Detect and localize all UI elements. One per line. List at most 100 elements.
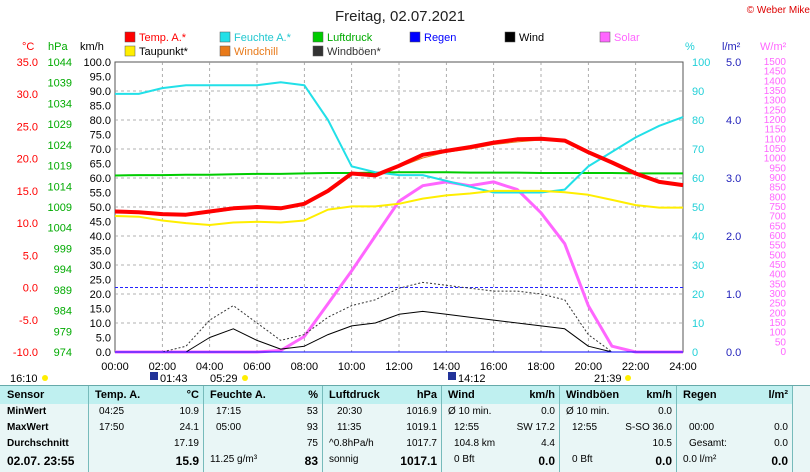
- x-axis-tick: 18:00: [527, 361, 555, 373]
- solar-axis-tick: 600: [769, 231, 786, 242]
- wind-axis-tick: 70.0: [90, 144, 111, 156]
- wind-axis-tick: 80.0: [90, 115, 111, 127]
- wind-axis-tick: 100.0: [83, 57, 111, 69]
- col-humidity: Feuchte A.% 17:15 53 05:00 93 75 11.25 g/m…: [204, 386, 322, 472]
- solar-axis-tick: 650: [769, 221, 786, 232]
- col-temp: Temp. A. °C 04:25 10.9 17:50 24.1 17.19 15.…: [89, 386, 203, 472]
- temp-avg-value: 17.19: [173, 438, 199, 449]
- solar-axis-tick: 350: [769, 279, 786, 290]
- x-axis-tick: 08:00: [291, 361, 319, 373]
- press-max-value: 1019.1: [406, 422, 437, 433]
- moonrise-icon: [150, 372, 158, 380]
- rain-header: Regen: [683, 389, 717, 401]
- rain-axis-tick: 4.0: [726, 115, 741, 127]
- x-axis-tick: 20:00: [575, 361, 603, 373]
- solar-axis-tick: 100: [769, 328, 786, 339]
- solar-axis-tick: 450: [769, 260, 786, 271]
- hum-now-value: 83: [304, 454, 318, 468]
- gust-max-time: 12:55: [572, 422, 598, 433]
- pressure-axis-tick: 989: [54, 285, 72, 297]
- humidity-axis-tick: 80: [692, 115, 704, 127]
- wind-axis-tick: 15.0: [90, 304, 111, 316]
- wind-max-time: 12:55: [454, 422, 480, 433]
- legend-swatch: [599, 31, 611, 43]
- col-pressure: Luftdruck hPa 20:30 1016.9 11:35 1019.1 ^0.…: [323, 386, 441, 472]
- solar-axis-tick: 850: [769, 183, 786, 194]
- moonset-time: 14:12: [458, 373, 486, 385]
- wind-avg10-label: Ø 10 min.: [448, 406, 492, 417]
- press-header: Luftdruck: [329, 389, 380, 401]
- solar-axis-tick: 400: [769, 270, 786, 281]
- solar-axis-tick: 1150: [764, 125, 786, 136]
- wind-axis-tick: 85.0: [90, 101, 111, 113]
- wind-header: Wind: [448, 389, 475, 401]
- sensor-header: Sensor: [7, 389, 45, 401]
- legend-label: Solar: [614, 32, 640, 44]
- solar-axis-tick: 200: [769, 308, 786, 319]
- humidity-axis-unit: %: [685, 41, 695, 53]
- hum-min-value: 53: [306, 406, 318, 417]
- temp-unit: °C: [186, 389, 199, 401]
- wind-run: 104.8 km: [454, 438, 496, 449]
- pressure-axis-tick: 994: [54, 264, 72, 276]
- hum-header: Feuchte A.: [210, 389, 266, 401]
- wind-axis-tick: 0.0: [96, 347, 111, 359]
- solar-axis-tick: 1000: [764, 154, 787, 165]
- series-luftdruck: [114, 171, 683, 177]
- row-label-min: MinWert: [7, 406, 47, 417]
- pressure-axis-unit: hPa: [48, 41, 68, 53]
- humidity-axis-tick: 70: [692, 144, 704, 156]
- press-avg-value: 1017.7: [406, 438, 437, 449]
- pressure-axis-tick: 1004: [48, 223, 72, 235]
- legend-label: Windböen*: [327, 46, 382, 58]
- rain-now-value: 0.0: [771, 454, 788, 468]
- legend-swatch: [312, 45, 324, 57]
- gust-max-value: S-SO 36.0: [625, 422, 672, 433]
- solar-axis-tick: 1500: [764, 57, 787, 68]
- legend-label: Temp. A.*: [139, 32, 187, 44]
- x-axis-tick: 22:00: [622, 361, 650, 373]
- solar-axis-tick: 1400: [764, 76, 787, 87]
- press-trend: ^0.8hPa/h: [329, 438, 374, 449]
- rain-total-label: Gesamt:: [689, 438, 727, 449]
- solar-axis-tick: 900: [769, 173, 786, 184]
- solar-axis-tick: 1050: [764, 144, 787, 155]
- legend-swatch: [219, 45, 231, 57]
- wind-avg10-value: 0.0: [541, 406, 555, 417]
- humidity-axis-tick: 60: [692, 173, 704, 185]
- rain-axis-tick: 2.0: [726, 231, 741, 243]
- legend-swatch: [124, 31, 136, 43]
- press-unit: hPa: [416, 389, 437, 401]
- solar-axis-tick: 550: [769, 241, 786, 252]
- solar-axis-tick: 1450: [764, 67, 787, 78]
- time-label-left: 16:10: [10, 373, 38, 385]
- wind-axis-tick: 75.0: [90, 130, 111, 142]
- wind-unit: km/h: [529, 389, 555, 401]
- legend-label: Windchill: [234, 46, 278, 58]
- row-label-avg: Durchschnitt: [7, 438, 69, 449]
- legend-label: Luftdruck: [327, 32, 373, 44]
- pressure-axis-tick: 1019: [48, 161, 72, 173]
- col-sensor: Sensor MinWert MaxWert Durchschnitt 02.0…: [0, 386, 88, 472]
- legend-label: Feuchte A.*: [234, 32, 292, 44]
- hum-abs: 11.25 g/m³: [210, 454, 258, 465]
- solar-axis-tick: 0: [780, 347, 786, 358]
- pressure-axis-tick: 999: [54, 243, 72, 255]
- pressure-axis-tick: 974: [54, 347, 72, 359]
- legend-swatch: [504, 31, 516, 43]
- legend-swatch: [409, 31, 421, 43]
- legend-swatch: [124, 45, 136, 57]
- gust-avg-value: 10.5: [652, 438, 672, 449]
- temp-axis-tick: 35.0: [17, 57, 38, 69]
- sunrise-icon: [242, 375, 248, 381]
- solar-axis-tick: 50: [775, 337, 787, 348]
- row-label-max: MaxWert: [7, 422, 49, 433]
- wind-avg-value: 4.4: [541, 438, 555, 449]
- sunrise-time: 05:29: [210, 373, 238, 385]
- wind-axis-tick: 20.0: [90, 289, 111, 301]
- wind-axis-tick: 50.0: [90, 202, 111, 214]
- wind-now-value: 0.0: [538, 454, 555, 468]
- series-feuchte-a: [115, 81, 684, 194]
- hum-max-value: 93: [306, 422, 318, 433]
- temp-axis-tick: 15.0: [17, 186, 38, 198]
